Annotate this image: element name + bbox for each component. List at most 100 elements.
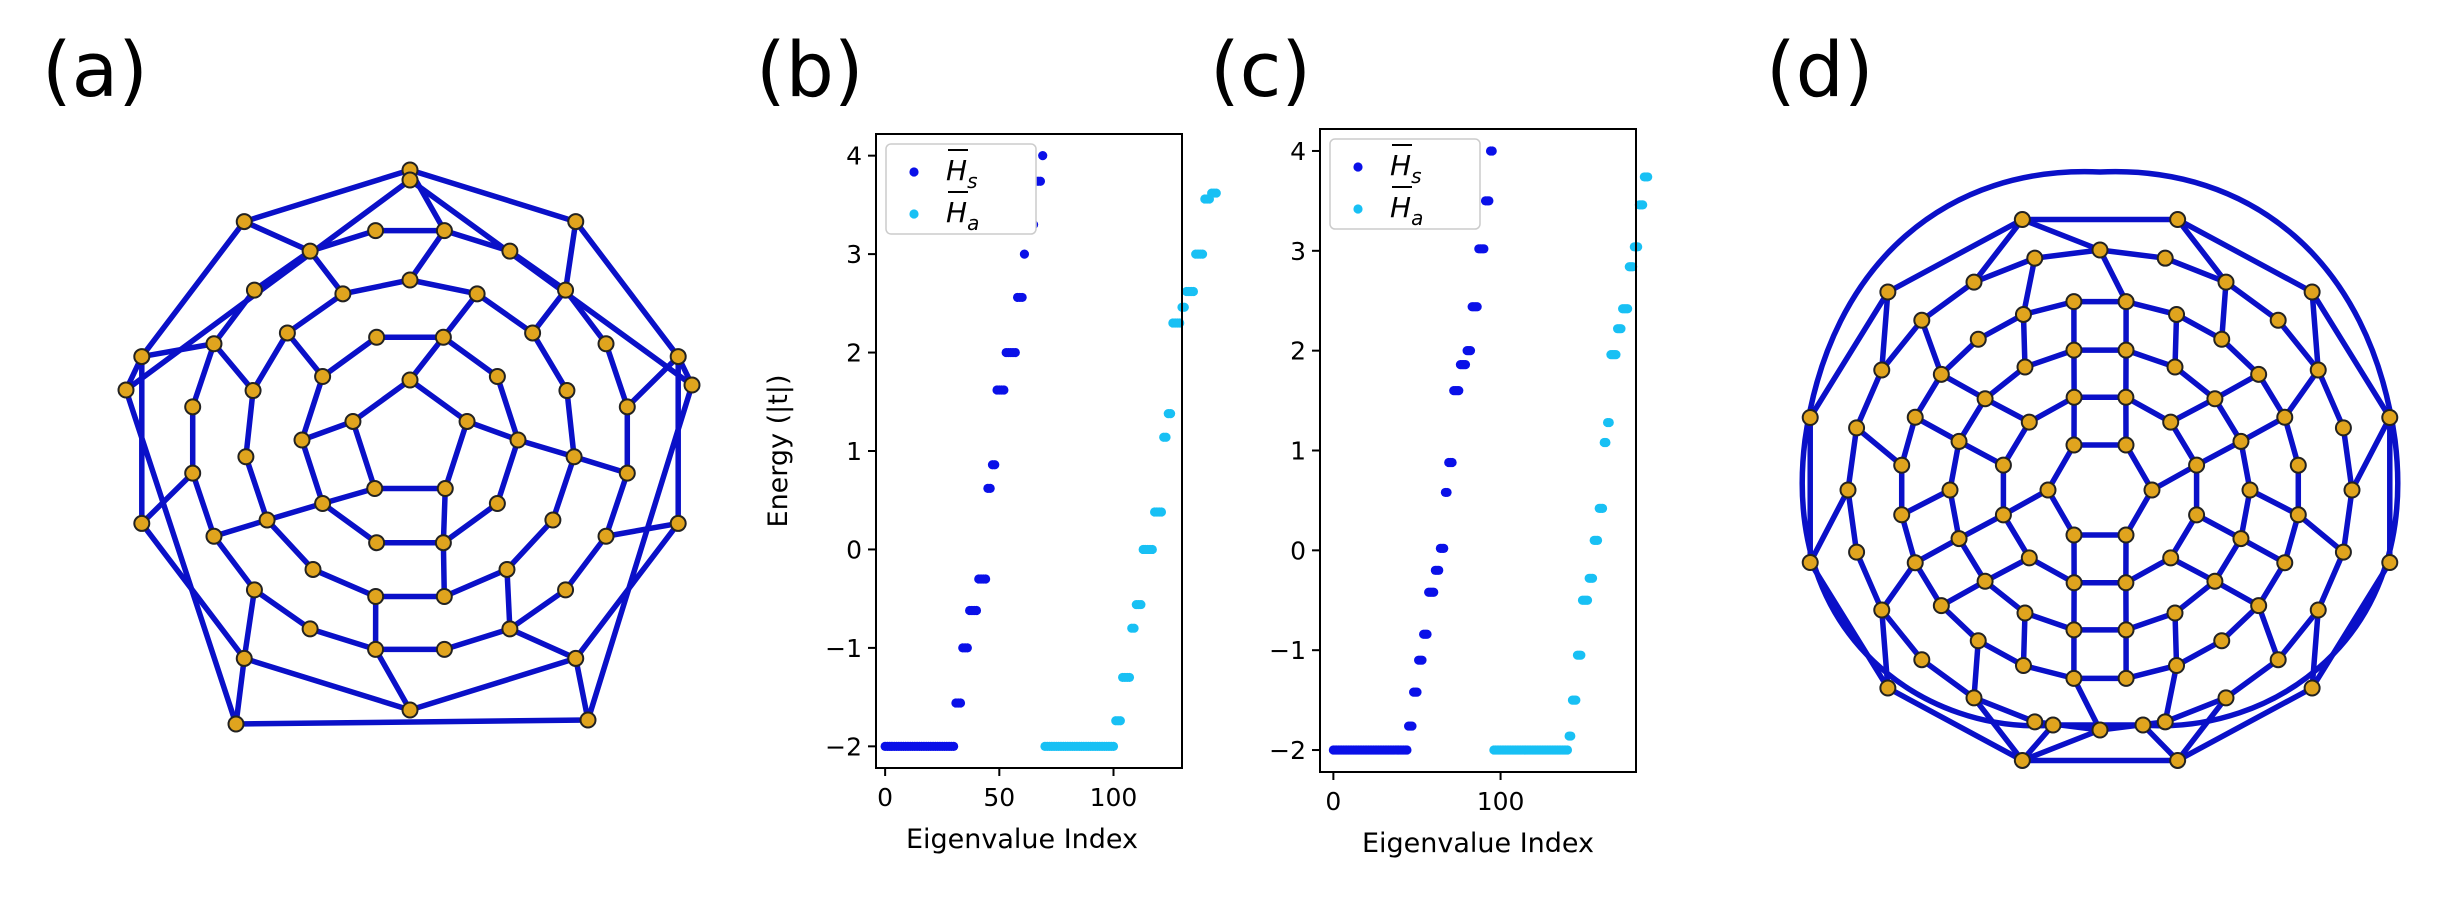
legend-label: Hs xyxy=(1390,149,1421,188)
graph-edge xyxy=(211,517,270,539)
data-point xyxy=(1019,249,1030,259)
graph-edge xyxy=(2020,255,2038,318)
data-point xyxy=(1628,262,1638,272)
data-point xyxy=(990,460,1000,470)
graph-edge xyxy=(573,655,591,723)
graph-vertex xyxy=(1950,530,1968,548)
graph-edge xyxy=(1807,559,1891,691)
graph-edge xyxy=(2174,216,2315,295)
graph-vertex xyxy=(2166,604,2184,622)
graph-vertex xyxy=(1994,506,2012,524)
data-point xyxy=(955,698,966,708)
chart-b-x-label: Eigenvalue Index xyxy=(906,824,1138,855)
chart-c-x-ticks: 0 100 xyxy=(1325,772,1524,816)
data-point xyxy=(1156,507,1167,517)
data-point xyxy=(1601,437,1611,448)
graph-edge xyxy=(1879,559,1918,613)
graph-vertex xyxy=(401,701,419,719)
graph-edge xyxy=(504,517,556,573)
data-point xyxy=(1165,408,1176,419)
data-point xyxy=(1035,176,1046,186)
graph-vertex xyxy=(1801,553,1819,571)
y-tick-label: 0 xyxy=(1290,536,1306,565)
graph-vertex xyxy=(558,382,576,400)
graph-edge xyxy=(2097,247,2129,305)
graph-vertex xyxy=(2289,506,2307,524)
graph-vertex xyxy=(618,398,636,416)
graph-vertex xyxy=(117,381,135,399)
graph-edge xyxy=(2026,394,2077,425)
chart-c-points xyxy=(1328,146,1653,755)
data-point xyxy=(1412,687,1422,697)
graph-vertex xyxy=(2039,481,2057,499)
graph-edge xyxy=(310,566,379,600)
data-point xyxy=(1460,360,1471,370)
data-point xyxy=(981,574,991,584)
graph-vertex xyxy=(2309,361,2327,379)
graph-edge xyxy=(1975,637,2027,669)
graph-edge xyxy=(1807,487,1851,566)
y-tick-label: 3 xyxy=(846,240,862,269)
graph-edge xyxy=(2309,289,2321,373)
graph-vertex xyxy=(1906,408,1924,426)
graph-edge xyxy=(2174,695,2229,764)
graph-vertex xyxy=(2289,456,2307,474)
graph-vertex xyxy=(597,527,615,545)
graph-vertex xyxy=(2065,574,2083,592)
data-point xyxy=(1147,544,1157,555)
graph-edge xyxy=(529,330,570,394)
graph-edge xyxy=(2123,442,2155,493)
chart-c-x-label: Eigenvalue Index xyxy=(1362,828,1594,859)
graph-vertex xyxy=(2217,273,2235,291)
data-point xyxy=(1422,629,1432,639)
legend-marker xyxy=(909,167,919,177)
data-point xyxy=(1484,196,1494,206)
graph-edge xyxy=(189,341,217,410)
graph-edge xyxy=(189,470,217,539)
graph-edge xyxy=(2349,414,2393,493)
data-point xyxy=(1442,487,1452,498)
graph-vertex xyxy=(2166,358,2184,376)
graph-vertex xyxy=(2156,249,2174,267)
data-point xyxy=(1592,535,1603,545)
data-point xyxy=(1587,573,1598,583)
graph-edge xyxy=(440,291,480,341)
graph-edge xyxy=(264,517,316,573)
data-point xyxy=(1439,543,1449,553)
series-s xyxy=(1328,146,1497,755)
graph-vertex xyxy=(2206,572,2224,590)
graph-edge xyxy=(1971,216,2026,285)
graph-vertex xyxy=(1848,543,1866,561)
graph-vertex xyxy=(1913,651,1931,669)
graph-vertex xyxy=(184,398,202,416)
data-point xyxy=(949,741,959,751)
graph-edge xyxy=(2123,610,2178,633)
graph-vertex xyxy=(2250,365,2268,383)
graph-edge xyxy=(564,387,577,460)
graph-vertex xyxy=(1969,330,1987,348)
graph-nodes xyxy=(1801,211,2399,769)
graph-edge xyxy=(2223,279,2281,324)
graph-edge xyxy=(299,418,356,443)
data-point xyxy=(971,605,982,616)
data-point xyxy=(1597,503,1608,514)
graph-vertex xyxy=(1932,365,1950,383)
graph-vertex xyxy=(2232,530,2250,548)
graph-vertex xyxy=(1879,679,1897,697)
data-point xyxy=(1429,587,1439,597)
graph-edge xyxy=(2282,367,2321,421)
graph-vertex xyxy=(2213,632,2231,650)
graph-vertex xyxy=(1879,283,1897,301)
graph-edge xyxy=(1898,487,1953,518)
data-point xyxy=(962,643,972,653)
graph-vertex xyxy=(1913,311,1931,329)
graph-vertex xyxy=(2334,543,2352,561)
graph-vertex xyxy=(334,285,352,303)
graph-vertex xyxy=(436,480,454,498)
x-tick-label: 50 xyxy=(983,783,1015,812)
graph-vertex xyxy=(2065,293,2083,311)
graph-edge xyxy=(2315,367,2347,431)
data-point xyxy=(1038,151,1048,161)
graph-edge xyxy=(1971,695,2026,764)
